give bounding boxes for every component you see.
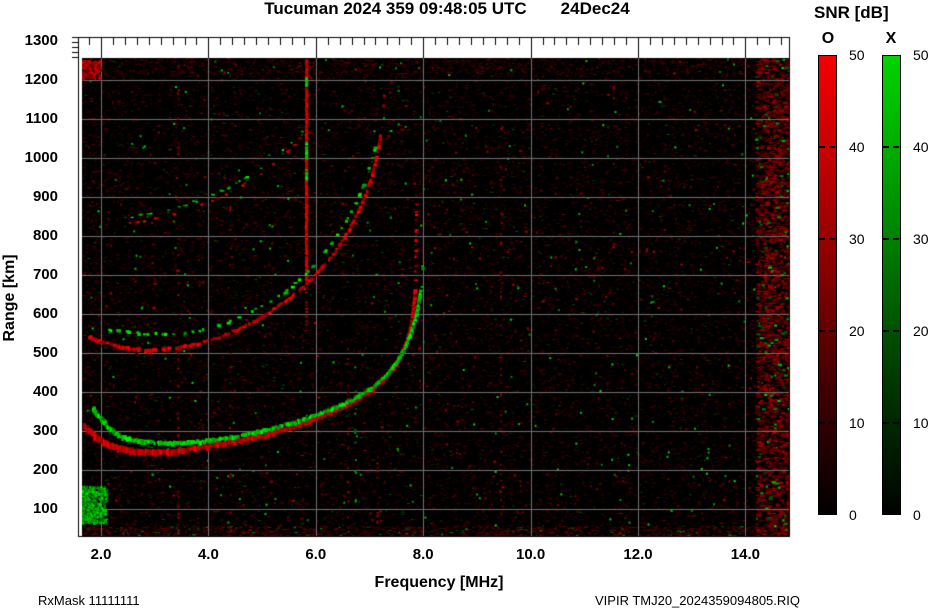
colorbar-tick-dash [829, 238, 835, 240]
colorbar-o-tick-label: 40 [849, 139, 865, 155]
colorbar-x-mode-label: X [885, 30, 897, 47]
x-tick-label: 2.0 [90, 546, 112, 563]
colorbar-x-tick-label: 50 [913, 47, 929, 63]
y-tick-label: 1200 [24, 71, 58, 88]
colorbar-x-tick-label: 20 [913, 323, 929, 339]
colorbar-title: SNR [dB] [814, 3, 889, 22]
colorbar-tick-dash [893, 146, 899, 148]
x-tick-label: 8.0 [412, 546, 434, 563]
y-tick-label: 700 [32, 266, 58, 283]
filename-label: VIPIR TMJ20_2024359094805.RIQ [595, 593, 801, 608]
y-tick-label: 900 [32, 188, 58, 205]
y-tick-label: 800 [32, 227, 58, 244]
colorbar-x-tick-label: 0 [913, 507, 921, 523]
y-tick-label: 600 [32, 305, 58, 322]
y-tick-label: 1000 [24, 149, 58, 166]
colorbar-o-mode-label: O [821, 30, 835, 47]
x-tick-label: 12.0 [623, 546, 653, 563]
colorbar-tick-dash [829, 422, 835, 424]
y-tick-label: 1300 [24, 32, 58, 49]
colorbar-tick-dash [819, 238, 825, 240]
colorbar-o-tick-label: 50 [849, 47, 865, 63]
x-axis-title: Frequency [MHz] [374, 574, 504, 591]
colorbar-tick-dash [883, 330, 889, 332]
date-label: 24Dec24 [560, 0, 630, 18]
y-tick-label: 1100 [25, 110, 58, 127]
colorbar-tick-dash [829, 146, 835, 148]
y-tick-label: 500 [32, 344, 58, 361]
colorbar-tick-dash [893, 422, 899, 424]
colorbar-tick-dash [883, 238, 889, 240]
colorbar-tick-dash [883, 146, 889, 148]
x-tick-label: 6.0 [305, 546, 327, 563]
rxmask-label: RxMask 11111111 [38, 593, 140, 608]
colorbar-tick-dash [893, 330, 899, 332]
x-tick-label: 14.0 [730, 546, 760, 563]
colorbar-o-tick-label: 0 [849, 507, 857, 523]
colorbar-x-tick-label: 30 [913, 231, 929, 247]
y-tick-label: 300 [32, 422, 58, 439]
y-tick-label: 400 [32, 383, 58, 400]
colorbar-o-tick-label: 10 [849, 415, 865, 431]
colorbar-x-gradient [882, 55, 901, 515]
colorbar-tick-dash [893, 238, 899, 240]
colorbar-o-tick-label: 20 [849, 323, 865, 339]
colorbar-tick-dash [819, 422, 825, 424]
colorbar-tick-dash [819, 330, 825, 332]
colorbar-x-tick-label: 40 [913, 139, 929, 155]
colorbar-tick-dash [883, 422, 889, 424]
colorbar-o-tick-label: 30 [849, 231, 865, 247]
x-tick-label: 10.0 [515, 546, 546, 563]
y-tick-label: 100 [32, 500, 58, 517]
plot-title: Tucuman 2024 359 09:48:05 UTC 24Dec24 [84, 0, 810, 19]
colorbar-tick-dash [829, 330, 835, 332]
colorbar-o-gradient [818, 55, 837, 515]
x-tick-label: 4.0 [197, 546, 219, 563]
station-time-label: Tucuman 2024 359 09:48:05 UTC [264, 0, 527, 18]
colorbar-tick-dash [819, 146, 825, 148]
y-tick-label: 200 [32, 461, 58, 478]
colorbar-x-tick-label: 10 [913, 415, 929, 431]
